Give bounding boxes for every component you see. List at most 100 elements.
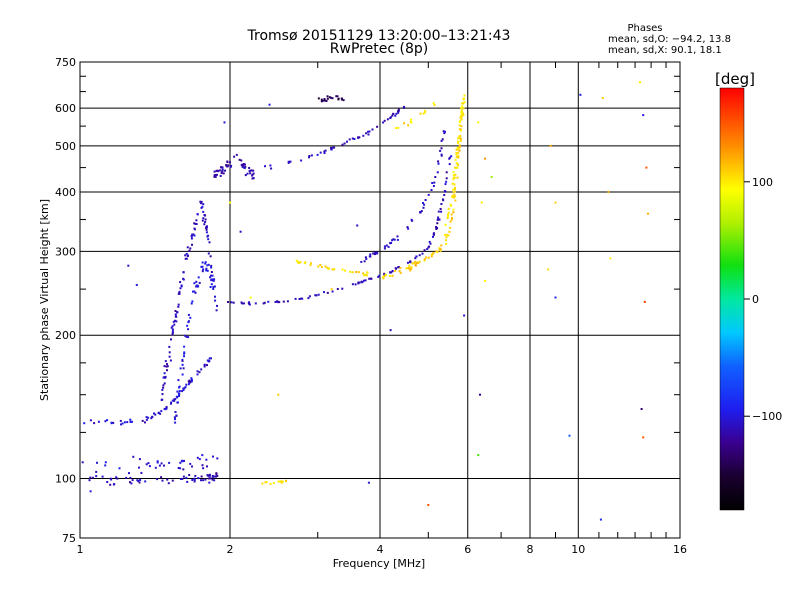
data-point bbox=[163, 365, 166, 368]
data-point bbox=[182, 387, 185, 390]
data-point bbox=[490, 176, 493, 178]
data-point bbox=[323, 150, 326, 153]
data-point bbox=[436, 171, 439, 174]
data-point bbox=[422, 112, 425, 115]
data-point bbox=[454, 195, 457, 198]
data-point bbox=[193, 222, 196, 225]
data-point bbox=[170, 401, 173, 404]
data-point bbox=[95, 470, 98, 473]
data-point bbox=[393, 238, 396, 241]
data-point bbox=[216, 304, 218, 307]
data-point bbox=[190, 380, 193, 383]
data-point bbox=[195, 219, 198, 222]
data-point bbox=[205, 269, 208, 272]
data-point bbox=[206, 269, 209, 272]
data-point bbox=[326, 97, 329, 100]
data-point bbox=[279, 480, 282, 483]
data-point bbox=[403, 122, 406, 125]
data-point bbox=[364, 279, 367, 282]
data-point bbox=[377, 275, 380, 278]
data-point bbox=[391, 239, 394, 242]
data-point bbox=[175, 414, 178, 417]
data-point bbox=[440, 244, 443, 247]
data-point bbox=[209, 255, 212, 258]
data-point bbox=[323, 98, 326, 100]
chart-subtitle: RwPretec (8p) bbox=[330, 41, 428, 57]
data-point bbox=[230, 164, 233, 167]
data-point bbox=[213, 174, 216, 177]
data-point bbox=[187, 321, 190, 324]
data-point bbox=[383, 119, 386, 122]
data-point bbox=[128, 472, 130, 475]
data-point bbox=[324, 99, 327, 102]
data-point bbox=[351, 283, 354, 286]
data-point bbox=[91, 476, 94, 479]
data-point bbox=[193, 477, 196, 480]
data-point bbox=[277, 480, 280, 483]
data-point bbox=[407, 261, 409, 264]
data-point bbox=[178, 390, 181, 392]
data-point bbox=[459, 120, 461, 123]
data-point bbox=[104, 420, 107, 423]
data-point bbox=[164, 408, 167, 411]
data-point bbox=[444, 239, 447, 242]
data-point bbox=[344, 269, 346, 272]
data-point bbox=[406, 267, 409, 270]
data-point bbox=[181, 359, 184, 362]
data-point bbox=[129, 476, 132, 479]
data-point bbox=[88, 479, 91, 482]
data-point bbox=[176, 401, 179, 404]
x-tick-label: 1 bbox=[77, 543, 84, 556]
data-point bbox=[160, 462, 163, 465]
data-point bbox=[428, 240, 431, 243]
data-point bbox=[156, 478, 159, 481]
data-point bbox=[455, 153, 458, 156]
data-point bbox=[364, 273, 367, 276]
stats-heading: Phases bbox=[627, 23, 662, 34]
data-point bbox=[331, 146, 334, 149]
data-point bbox=[229, 166, 232, 169]
data-point bbox=[330, 146, 332, 149]
data-point bbox=[210, 266, 213, 269]
data-point bbox=[125, 476, 128, 479]
data-point bbox=[183, 345, 186, 348]
data-point bbox=[243, 166, 246, 169]
data-point bbox=[407, 124, 410, 127]
data-point bbox=[210, 264, 213, 267]
data-point bbox=[190, 378, 193, 381]
data-point bbox=[372, 252, 375, 255]
data-point bbox=[194, 474, 197, 477]
data-point bbox=[170, 326, 173, 329]
data-point bbox=[206, 364, 208, 367]
data-point bbox=[207, 238, 210, 241]
data-point bbox=[200, 202, 203, 205]
data-point bbox=[442, 199, 445, 202]
data-point bbox=[164, 376, 167, 379]
data-point bbox=[187, 313, 190, 316]
data-point bbox=[187, 336, 190, 339]
data-point bbox=[449, 220, 452, 223]
data-point bbox=[251, 174, 254, 177]
data-point bbox=[185, 383, 188, 386]
data-point bbox=[192, 233, 195, 236]
data-point bbox=[458, 144, 461, 147]
data-point bbox=[205, 228, 208, 231]
data-point bbox=[200, 479, 202, 482]
data-point bbox=[349, 270, 352, 273]
data-point bbox=[407, 227, 410, 230]
data-point bbox=[196, 456, 199, 459]
data-point bbox=[216, 457, 219, 460]
data-point bbox=[171, 333, 174, 336]
data-point bbox=[459, 128, 462, 131]
data-point bbox=[439, 208, 442, 210]
data-point bbox=[462, 98, 465, 100]
data-point bbox=[208, 357, 211, 360]
data-point bbox=[208, 473, 211, 476]
data-point bbox=[174, 315, 177, 318]
data-point bbox=[184, 386, 187, 389]
y-tick-label: 200 bbox=[55, 329, 76, 342]
data-point bbox=[369, 253, 372, 256]
data-point bbox=[151, 416, 154, 418]
data-point bbox=[458, 135, 461, 138]
data-point bbox=[181, 477, 184, 480]
